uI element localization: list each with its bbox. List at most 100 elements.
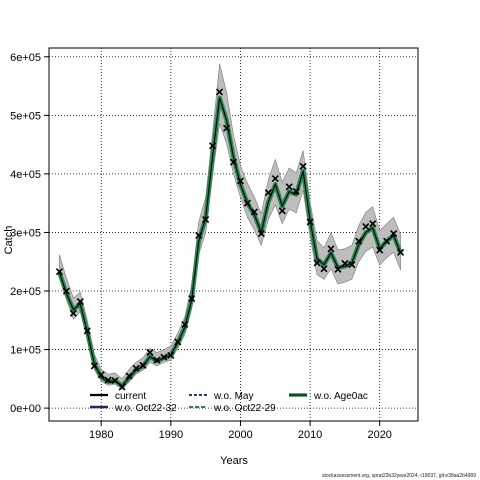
observed-point (216, 88, 224, 96)
observed-point-stroke (334, 265, 342, 273)
x-tick-label: 2000 (228, 429, 252, 441)
observed-point-stroke (62, 287, 70, 295)
observed-point (355, 237, 363, 245)
legend-label: w.o. May (213, 391, 253, 402)
x-tick-label: 2010 (298, 429, 322, 441)
plot-frame (48, 47, 419, 422)
observed-point-stroke (55, 268, 64, 276)
legend-label: current (115, 391, 146, 402)
observed-point (153, 356, 161, 364)
observed-point-stroke (90, 362, 98, 370)
observed-point (327, 245, 335, 253)
observed-point-stroke (160, 353, 168, 361)
observed-point (146, 348, 154, 357)
observed-point-stroke (306, 218, 314, 226)
observed-point (306, 218, 314, 226)
observed-point (69, 309, 77, 317)
observed-point-stroke (264, 189, 272, 197)
observed-point-stroke (348, 261, 356, 269)
observed-point-stroke (69, 309, 77, 317)
confidence-band-area (59, 63, 401, 390)
observed-point-stroke (104, 376, 112, 384)
observed-point (104, 376, 112, 384)
observed-point-stroke (243, 199, 251, 207)
axes: 1980 1990 2000 2010 2020 0e+00 1e+05 2e+05 3e+05… (10, 47, 419, 441)
observed-point (222, 124, 231, 132)
observed-point-stroke (320, 265, 328, 273)
observed-point (188, 295, 196, 303)
observed-point-stroke (229, 158, 238, 166)
observed-point (167, 351, 175, 359)
observed-point-stroke (355, 237, 363, 245)
observed-point (341, 259, 349, 268)
observed-point (243, 199, 251, 207)
observed-point-stroke (188, 295, 196, 303)
observed-point (195, 231, 203, 239)
observed-point (181, 320, 189, 328)
observed-point-stroke (369, 220, 377, 228)
observed-point (376, 246, 384, 254)
observed-point (278, 207, 286, 215)
observed-point-stroke (202, 216, 210, 224)
observed-point (111, 377, 119, 385)
observed-point (160, 353, 168, 361)
observed-point-stroke (341, 259, 349, 268)
observed-point (271, 175, 279, 183)
observed-point-stroke (209, 142, 217, 150)
observed-point-stroke (111, 377, 119, 385)
observed-point (320, 265, 328, 273)
x-tick-label: 1980 (89, 429, 113, 441)
observed-point (97, 371, 105, 379)
legend-label: w.o. Oct22-29 (213, 403, 276, 414)
observed-point-stroke (285, 183, 293, 191)
observed-point-stroke (278, 207, 286, 215)
observed-point-stroke (383, 237, 391, 245)
observed-point (209, 142, 217, 150)
x-axis-title: Years (220, 455, 248, 467)
footnote: stockassessment.org, sprat22b32year2024,… (322, 473, 476, 479)
observed-point-stroke (222, 124, 231, 132)
observed-point-stroke (292, 187, 300, 196)
observed-point-stroke (327, 245, 335, 253)
observed-point-stroke (362, 223, 370, 231)
observed-point-stroke (216, 88, 224, 96)
observed-point (139, 361, 147, 369)
y-tick-label: 4e+05 (10, 169, 41, 181)
y-tick-label: 2e+05 (10, 286, 41, 298)
y-axis-title: Catch (3, 226, 15, 255)
observed-point (202, 216, 210, 224)
y-tick-label: 6e+05 (10, 52, 41, 64)
observed-point (257, 230, 265, 238)
observed-point (125, 372, 133, 380)
y-tick-label: 5e+05 (10, 110, 41, 122)
observed-point-stroke (376, 246, 384, 254)
observed-point (369, 220, 377, 228)
observed-point (132, 364, 140, 372)
observed-point-stroke (174, 338, 182, 346)
observed-point-stroke (390, 230, 398, 238)
observed-point (313, 259, 321, 267)
y-tick-label: 3e+05 (10, 227, 41, 239)
x-tick-label: 2020 (367, 429, 391, 441)
observed-point (285, 183, 293, 191)
observed-point-stroke (250, 208, 258, 216)
observed-point (292, 187, 300, 196)
confidence-band (59, 63, 401, 390)
observed-point-stroke (83, 327, 91, 335)
observed-point (250, 208, 258, 216)
observed-point (55, 268, 64, 276)
observed-point-stroke (118, 383, 126, 391)
y-tick-label: 0e+00 (10, 403, 41, 415)
observed-point-stroke (299, 162, 307, 170)
observed-point-stroke (167, 351, 175, 359)
series-line-current (58, 97, 402, 387)
y-tick-label: 1e+05 (10, 345, 41, 357)
observed-point-stroke (195, 231, 203, 239)
observed-point-stroke (153, 356, 161, 364)
observed-point-stroke (271, 175, 279, 183)
observed-point (118, 383, 126, 391)
observed-point-stroke (139, 361, 147, 369)
observed-point (174, 338, 182, 346)
